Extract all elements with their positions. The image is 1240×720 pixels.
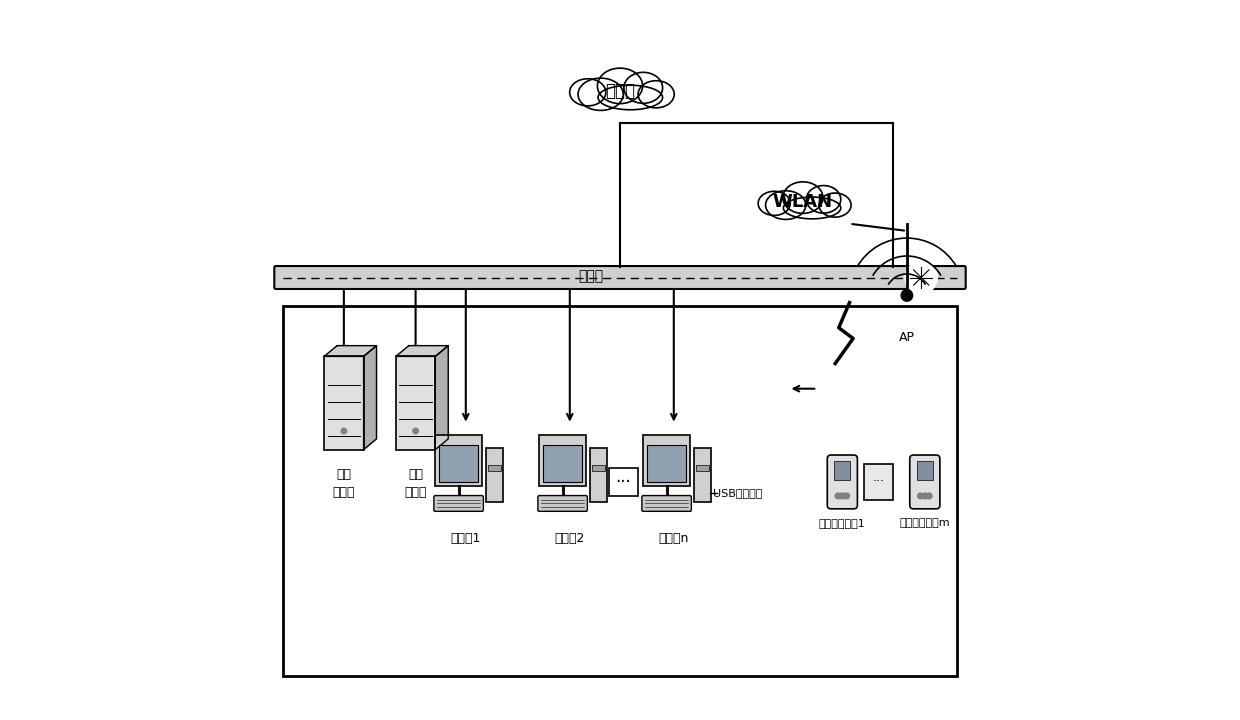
Polygon shape [363, 346, 377, 450]
Text: 互联网: 互联网 [605, 82, 635, 100]
Circle shape [918, 493, 924, 499]
FancyBboxPatch shape [827, 455, 857, 509]
Ellipse shape [784, 197, 841, 219]
Circle shape [923, 493, 928, 499]
Text: AP: AP [899, 331, 915, 344]
Circle shape [905, 262, 937, 293]
Ellipse shape [758, 192, 790, 215]
Ellipse shape [598, 85, 662, 109]
Ellipse shape [806, 186, 841, 213]
FancyBboxPatch shape [435, 436, 482, 485]
FancyBboxPatch shape [486, 448, 503, 502]
Ellipse shape [624, 72, 662, 103]
Ellipse shape [765, 191, 806, 220]
FancyBboxPatch shape [283, 306, 957, 675]
Ellipse shape [639, 81, 675, 108]
Text: 移动手持终竺m: 移动手持终竺m [899, 518, 950, 528]
FancyBboxPatch shape [538, 495, 588, 511]
FancyBboxPatch shape [916, 461, 932, 480]
Text: WLAN: WLAN [773, 193, 833, 211]
Circle shape [413, 428, 418, 433]
Circle shape [341, 428, 347, 433]
Polygon shape [396, 346, 448, 356]
FancyBboxPatch shape [696, 465, 709, 471]
Polygon shape [435, 346, 448, 450]
Text: ···: ··· [872, 475, 884, 488]
FancyBboxPatch shape [647, 445, 687, 482]
FancyBboxPatch shape [539, 436, 587, 485]
Circle shape [901, 289, 913, 301]
FancyBboxPatch shape [396, 356, 435, 450]
FancyBboxPatch shape [439, 445, 479, 482]
FancyBboxPatch shape [324, 356, 363, 450]
Circle shape [839, 493, 846, 499]
FancyBboxPatch shape [609, 467, 637, 496]
Circle shape [843, 493, 849, 499]
Ellipse shape [818, 193, 851, 217]
FancyBboxPatch shape [434, 495, 484, 511]
FancyBboxPatch shape [274, 266, 966, 289]
FancyBboxPatch shape [693, 448, 712, 502]
Ellipse shape [569, 78, 606, 106]
Text: 客户竺1: 客户竺1 [450, 532, 481, 545]
FancyBboxPatch shape [864, 464, 893, 500]
FancyBboxPatch shape [589, 448, 608, 502]
Circle shape [926, 493, 932, 499]
Ellipse shape [578, 78, 624, 110]
Ellipse shape [782, 182, 823, 213]
Circle shape [836, 493, 841, 499]
Text: 数据
服务器: 数据 服务器 [404, 467, 427, 498]
FancyBboxPatch shape [910, 455, 940, 509]
Text: 以太网: 以太网 [579, 269, 604, 283]
Text: 客户竺n: 客户竺n [658, 532, 689, 545]
FancyBboxPatch shape [543, 445, 583, 482]
Text: 移动手持终竺1: 移动手持终竺1 [818, 518, 866, 528]
Text: 应用
服务器: 应用 服务器 [332, 467, 355, 498]
Text: USB串行接口: USB串行接口 [713, 487, 763, 498]
FancyBboxPatch shape [642, 495, 692, 511]
FancyBboxPatch shape [487, 465, 501, 471]
Text: 客户竺2: 客户竺2 [554, 532, 585, 545]
FancyBboxPatch shape [644, 436, 689, 485]
Polygon shape [324, 346, 377, 356]
FancyBboxPatch shape [835, 461, 851, 480]
FancyBboxPatch shape [591, 465, 605, 471]
Ellipse shape [598, 68, 642, 104]
Text: ···: ··· [616, 473, 631, 491]
